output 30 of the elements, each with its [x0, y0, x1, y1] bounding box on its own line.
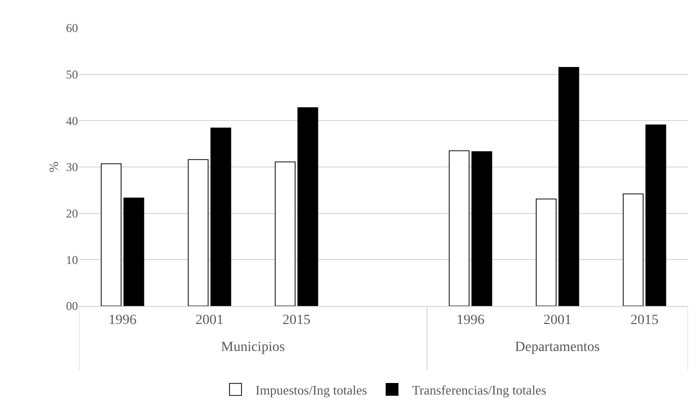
bar — [536, 198, 557, 306]
bar — [448, 150, 470, 306]
bar — [297, 107, 318, 306]
x-tick-label: 1996 — [108, 312, 136, 328]
x-tick-label: 2001 — [544, 312, 572, 328]
y-tick-label: 30 — [66, 160, 78, 174]
bar — [100, 163, 122, 306]
bar — [645, 124, 666, 306]
y-tick-label: 60 — [66, 21, 78, 36]
bar — [558, 66, 580, 306]
bar — [123, 198, 144, 306]
x-tick-label: 1996 — [456, 312, 484, 328]
legend-label: Impuestos/Ing totales — [256, 382, 368, 398]
y-tick-label: 40 — [66, 114, 78, 128]
x-tick-label: 2001 — [196, 312, 224, 328]
bar — [274, 162, 296, 306]
x-tick-label: 2015 — [630, 312, 658, 328]
bar — [622, 193, 644, 306]
y-tick-label: 20 — [66, 206, 78, 221]
text: Departamentos — [515, 340, 600, 355]
bar — [188, 159, 209, 306]
bar — [471, 151, 492, 306]
y-tick-label: 00 — [66, 299, 78, 314]
y-tick-label: 10 — [66, 252, 78, 267]
bar — [210, 128, 232, 306]
x-tick-label: 2015 — [282, 312, 310, 328]
legend-label: Transferencias/Ing totales — [412, 382, 546, 398]
y-tick-label: 50 — [66, 68, 78, 82]
y-axis-title: % — [46, 161, 61, 172]
text: Municipios — [221, 340, 285, 355]
